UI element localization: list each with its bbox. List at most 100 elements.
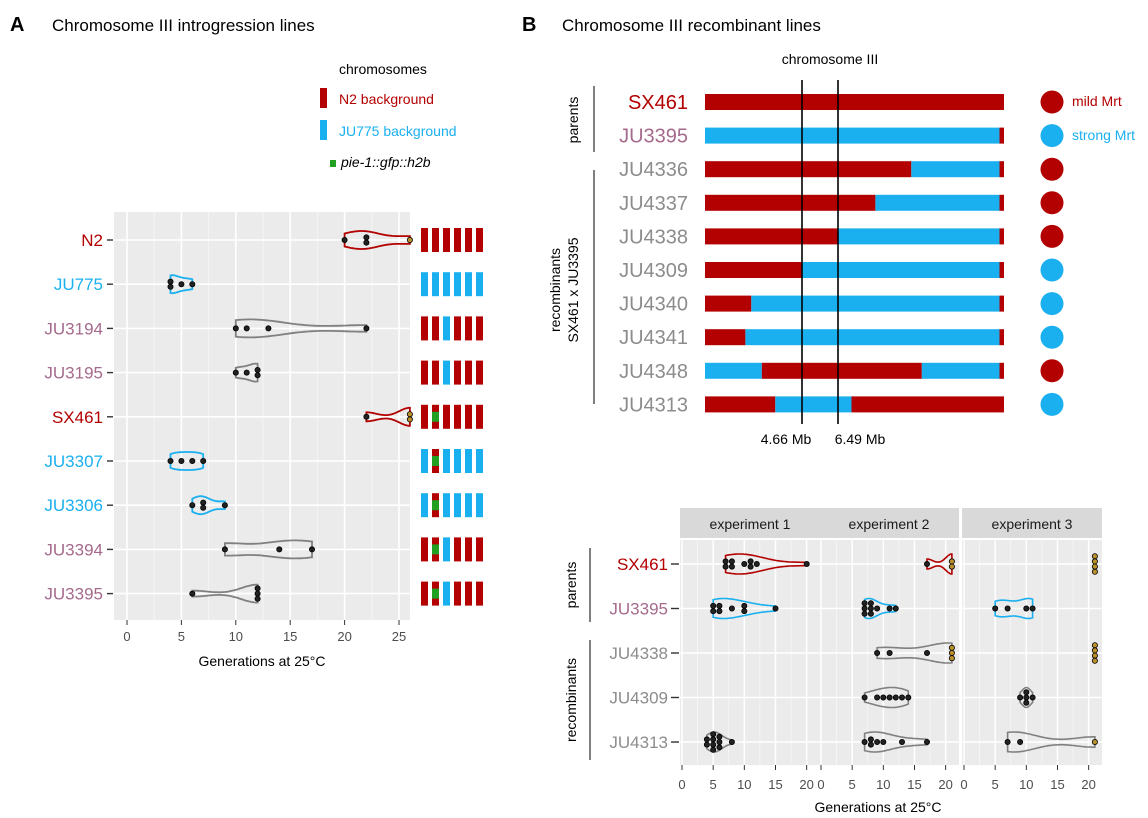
JU4313-point <box>703 736 710 743</box>
chromosome-bar <box>465 581 472 606</box>
line-label: JU4313 <box>619 394 688 416</box>
x-tick-label: 20 <box>799 777 813 792</box>
x-tick-label: 5 <box>849 777 856 792</box>
SX461-point <box>747 563 754 570</box>
line-label: JU4337 <box>619 193 688 215</box>
x-tick-label: 0 <box>960 777 967 792</box>
genotype-segment <box>999 362 1004 379</box>
genotype-segment <box>745 329 1000 346</box>
gfp-insert <box>432 588 439 599</box>
chromosome-bar <box>443 581 450 606</box>
JU4313-point <box>703 741 710 748</box>
strain-label: JU4338 <box>609 644 668 663</box>
genotype-segment <box>999 329 1004 346</box>
JU3194-point <box>232 325 239 332</box>
chromosome-bar <box>465 404 472 429</box>
JU4309-point <box>892 694 899 701</box>
JU3307-point <box>200 457 207 464</box>
x-tick-label: 5 <box>992 777 999 792</box>
legend-label-ju775: JU775 background <box>339 123 457 139</box>
JU4313-point <box>1091 739 1098 746</box>
facet-strip <box>962 508 1102 538</box>
JU3395-point <box>716 602 723 609</box>
x-tick-label: 10 <box>876 777 890 792</box>
panel-b-genotype-rows: SX461 JU3395 JU4336 JU4337 JU4338 JU4309 JU434… <box>619 90 1064 416</box>
genotype-segment <box>705 228 839 245</box>
JU775-point <box>178 281 185 288</box>
JU4313-point <box>899 739 906 746</box>
chromosome-bar <box>454 493 461 518</box>
panel-a-letter: A <box>10 14 24 36</box>
chromosome-bar <box>432 316 439 341</box>
strain-label: SX461 <box>617 555 668 574</box>
genotype-segment <box>999 262 1004 278</box>
N2-point <box>363 239 370 246</box>
recombinants-group-label: recombinants <box>547 248 563 332</box>
JU3395-point <box>861 600 868 607</box>
x-tick-label: 10 <box>1019 777 1033 792</box>
JU4309-point <box>886 694 893 701</box>
panel-a-legend: chromosomes N2 background JU775 backgrou… <box>320 61 457 170</box>
SX461-point <box>728 558 735 565</box>
chromosome-bar <box>443 404 450 429</box>
JU4338-point <box>924 650 931 657</box>
marker-label-2: 6.49 Mb <box>835 431 886 447</box>
phenotype-dot <box>1040 359 1064 383</box>
SX461-point <box>1091 563 1098 570</box>
chromosome-bar <box>443 228 450 252</box>
x-tick-label: 0 <box>817 777 824 792</box>
JU3306-point <box>200 504 207 511</box>
JU3307-point <box>178 457 185 464</box>
panel-b-title: Chromosome III recombinant lines <box>562 16 821 35</box>
chromosome-bar <box>421 360 428 385</box>
JU3394-point <box>308 546 315 553</box>
x-tick-label: 15 <box>768 777 782 792</box>
JU3395-point <box>254 585 261 592</box>
JU3395-point <box>189 590 196 597</box>
strain-label: N2 <box>81 231 103 250</box>
strain-label: JU3307 <box>44 452 103 471</box>
chromosome-bar <box>443 449 450 473</box>
legend-swatch-gfp <box>330 160 336 167</box>
JU4309-point <box>1023 689 1030 696</box>
chromosome-bar <box>421 228 428 252</box>
JU4338-point <box>874 650 881 657</box>
chromosome-bar <box>476 449 483 473</box>
JU4309-point <box>880 694 887 701</box>
violin-SX461 <box>365 406 411 427</box>
JU3395-point <box>1004 605 1011 612</box>
JU4313-point <box>710 741 717 748</box>
strain-label: JU4309 <box>609 689 668 708</box>
SX461-point <box>948 563 955 570</box>
JU3195-point <box>243 369 250 376</box>
JU3395-point <box>254 590 261 597</box>
x-tick-label: 15 <box>907 777 921 792</box>
violin-JU3395 <box>994 597 1034 620</box>
violin-JU3194 <box>234 318 368 339</box>
violin-N2 <box>343 230 411 250</box>
chromosome-bar <box>476 581 483 606</box>
JU3395-point <box>861 605 868 612</box>
JU3395-point <box>867 605 874 612</box>
genotype-segment <box>705 396 776 413</box>
legend-strong-mrt: strong Mrt <box>1072 127 1135 143</box>
chromosome-bar <box>443 272 450 297</box>
genotype-segment <box>751 295 1000 312</box>
JU3194-point <box>243 325 250 332</box>
phenotype-dot <box>1040 258 1064 282</box>
JU4338-point <box>948 650 955 657</box>
chromosome-bar <box>454 228 461 252</box>
genotype-segment <box>999 161 1004 178</box>
line-label: JU4338 <box>619 226 688 248</box>
chromosome-bar <box>432 228 439 252</box>
violin-JU4309 <box>1019 686 1034 709</box>
x-tick-label: 0 <box>123 629 130 644</box>
JU4338-point <box>1091 652 1098 659</box>
JU3395-point <box>728 605 735 612</box>
JU3194-point <box>265 325 272 332</box>
SX461-point <box>803 561 810 568</box>
x-tick-label: 5 <box>710 777 717 792</box>
JU3395-point <box>254 595 261 602</box>
chromosome-bar <box>443 360 450 385</box>
